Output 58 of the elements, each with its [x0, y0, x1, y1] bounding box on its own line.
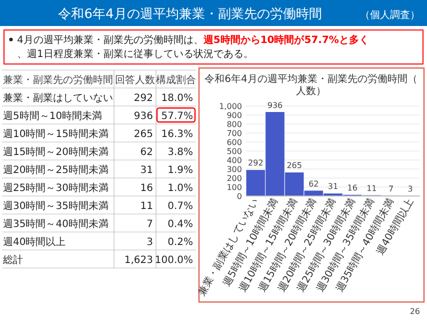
text: 1.9%: [168, 165, 193, 176]
text: 3.8%: [168, 147, 193, 158]
text: 0.4%: [168, 219, 193, 230]
text: 1,623: [124, 255, 153, 266]
y-tick-label: 0: [236, 192, 242, 201]
text: 31: [140, 165, 153, 176]
text: 1.0%: [168, 183, 193, 194]
chart-subtitle: 令和6年4月の週平均兼業・副業先の労働時間（人数）: [204, 73, 418, 97]
text: 回答人数: [115, 74, 155, 86]
text: 週5時間から10時間が57.7%と多く: [202, 34, 369, 46]
text: 16: [140, 183, 153, 194]
data-label: 62: [308, 179, 319, 188]
text: 0.2%: [168, 237, 193, 248]
y-tick-label: 900: [226, 111, 242, 120]
y-tick-label: 500: [226, 147, 242, 156]
category-label: 週15時間～20時間未満: [3, 147, 108, 158]
text: 265: [134, 129, 153, 140]
text: 構成割合: [156, 74, 196, 86]
text: 100.0%: [154, 255, 193, 266]
text: 936: [134, 111, 153, 122]
data-label: 31: [328, 182, 338, 192]
category-label: 兼業・副業はしていない: [3, 93, 113, 104]
data-label: 3: [408, 184, 413, 194]
text: 、週1日程度兼業・副業に従事している状況である。: [17, 48, 254, 60]
y-tick-label: 800: [226, 120, 242, 129]
chart-title: 令和6年4月の週平均兼業・副業先の労働時間: [58, 7, 322, 22]
text: 26: [410, 307, 420, 316]
y-tick-label: 1,000: [219, 102, 242, 111]
data-label: 7: [388, 184, 394, 194]
text: 57.7%: [161, 111, 193, 122]
text: 11: [140, 201, 153, 212]
text: 3: [146, 237, 153, 248]
category-label: 週20時間～25時間未満: [3, 165, 108, 176]
data-label: 16: [347, 184, 358, 193]
text: 総計: [2, 254, 23, 266]
text: 4月の週平均兼業・副業先の労働時間は、: [17, 34, 204, 46]
category-label: 週25時間～30時間未満: [3, 183, 108, 194]
text: 18.0%: [161, 93, 193, 104]
y-tick-label: 100: [226, 183, 242, 192]
text: 兼業・副業先の労働時間: [3, 74, 113, 86]
text: 16.3%: [161, 129, 193, 140]
y-tick-label: 600: [226, 138, 242, 147]
text: （個人調査）: [360, 9, 420, 21]
data-label: 292: [248, 158, 264, 168]
category-label: 週10時間～15時間未満: [3, 129, 108, 140]
text: 0.7%: [168, 201, 193, 212]
text: 62: [140, 147, 153, 158]
data-label: 11: [366, 184, 377, 194]
y-tick-label: 200: [226, 174, 242, 183]
data-label: 936: [267, 100, 283, 110]
y-tick-label: 700: [226, 129, 242, 138]
y-tick-label: 400: [226, 156, 242, 165]
data-label: 265: [286, 161, 302, 170]
category-label: 週35時間～40時間未満: [3, 219, 108, 230]
y-tick-label: 300: [226, 165, 242, 174]
text: 7: [146, 219, 153, 230]
category-label: 週5時間～10時間未満: [3, 111, 102, 122]
text: 292: [134, 93, 153, 104]
